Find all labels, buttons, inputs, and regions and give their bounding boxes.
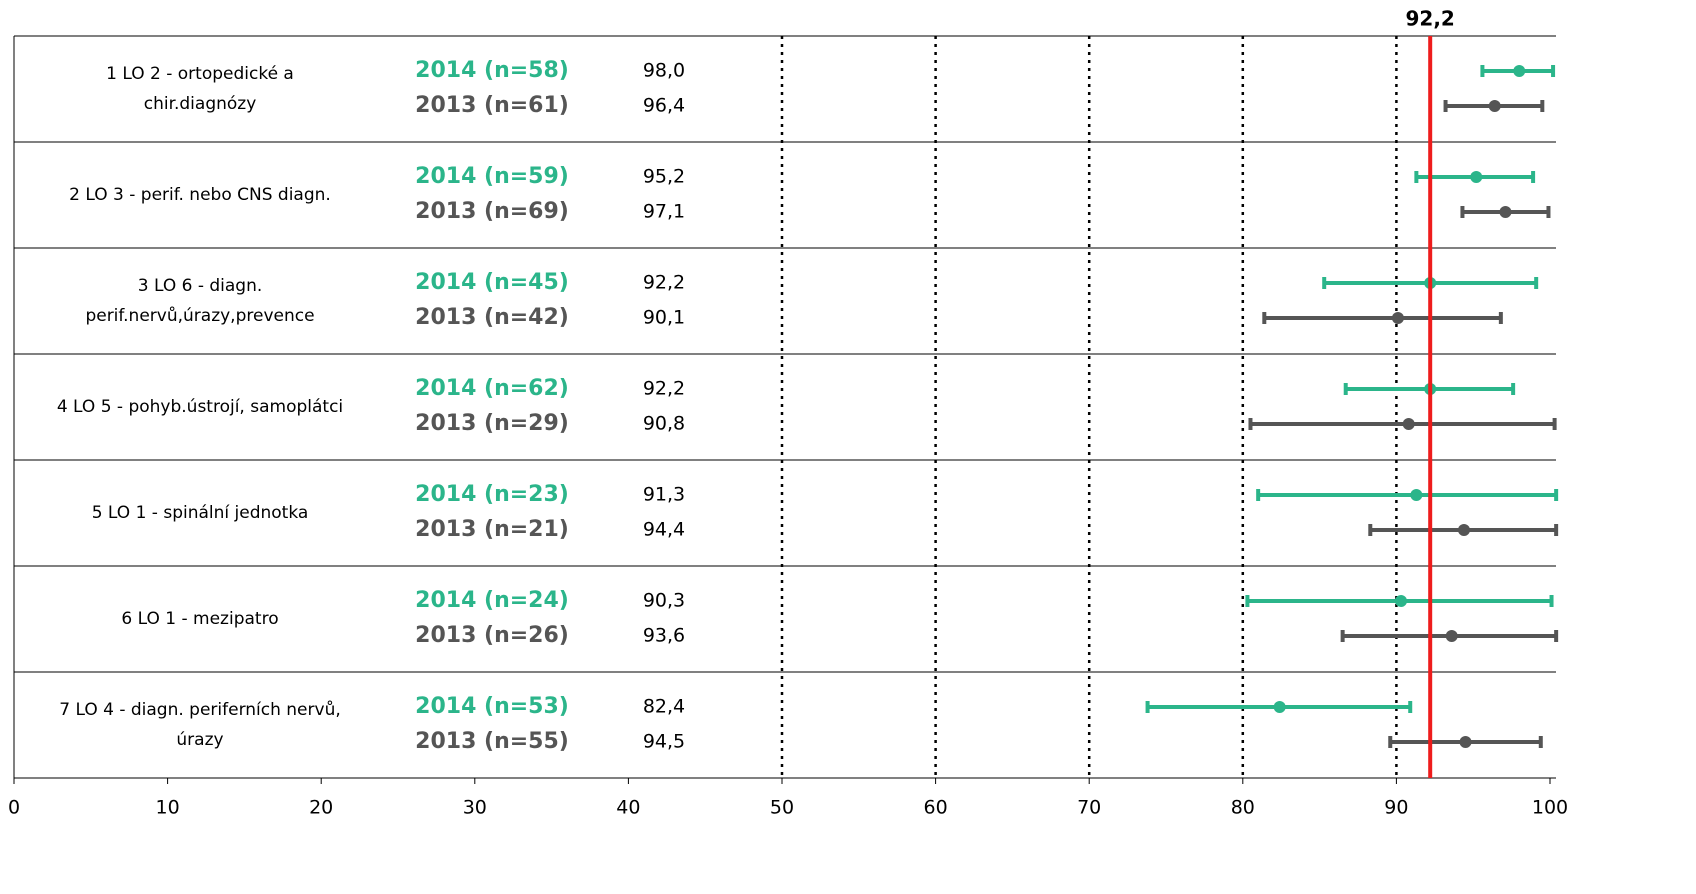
- series-name: 2013 (n=55): [415, 729, 569, 754]
- value-label: 82,4: [643, 696, 685, 718]
- row-label: perif.nervů,úrazy,prevence: [85, 306, 314, 326]
- series-name: 2013 (n=29): [415, 411, 569, 436]
- value-label: 90,3: [643, 590, 685, 612]
- series-name: 2013 (n=21): [415, 517, 569, 542]
- series-name: 2014 (n=58): [415, 58, 569, 83]
- point: [1499, 206, 1512, 218]
- point: [1513, 65, 1526, 77]
- x-tick-label: 40: [616, 797, 640, 819]
- x-tick-label: 90: [1384, 797, 1408, 819]
- series-name: 2014 (n=53): [415, 694, 569, 719]
- row-label: 3 LO 6 - diagn.: [138, 276, 263, 296]
- series-name: 2014 (n=24): [415, 588, 569, 613]
- value-label: 96,4: [643, 95, 685, 117]
- series-name: 2014 (n=62): [415, 376, 569, 401]
- x-tick-label: 20: [309, 797, 333, 819]
- value-label: 97,1: [643, 201, 685, 223]
- point: [1470, 171, 1483, 183]
- value-label: 90,1: [643, 307, 685, 329]
- series-name: 2013 (n=69): [415, 199, 569, 224]
- point: [1488, 100, 1501, 112]
- value-label: 91,3: [643, 484, 685, 506]
- series-name: 2014 (n=45): [415, 270, 569, 295]
- series-name: 2013 (n=42): [415, 305, 569, 330]
- series-name: 2013 (n=26): [415, 623, 569, 648]
- point: [1391, 312, 1404, 324]
- value-label: 95,2: [643, 166, 685, 188]
- x-tick-label: 80: [1231, 797, 1255, 819]
- value-label: 94,4: [643, 519, 685, 541]
- point: [1410, 489, 1423, 501]
- value-label: 90,8: [643, 413, 685, 435]
- reference-label: 92,2: [1406, 7, 1455, 31]
- row-label: 5 LO 1 - spinální jednotka: [92, 503, 309, 523]
- x-tick-label: 50: [770, 797, 794, 819]
- row-label: úrazy: [176, 730, 223, 750]
- x-tick-label: 70: [1077, 797, 1101, 819]
- point: [1273, 701, 1286, 713]
- value-label: 98,0: [643, 60, 685, 82]
- row-label: 6 LO 1 - mezipatro: [121, 609, 278, 629]
- value-label: 93,6: [643, 625, 685, 647]
- value-label: 92,2: [643, 378, 685, 400]
- x-tick-label: 0: [8, 797, 20, 819]
- series-name: 2014 (n=23): [415, 482, 569, 507]
- point: [1457, 524, 1470, 536]
- series-name: 2013 (n=61): [415, 93, 569, 118]
- row-label: chir.diagnózy: [144, 94, 257, 114]
- x-tick-label: 100: [1532, 797, 1568, 819]
- row-label: 2 LO 3 - perif. nebo CNS diagn.: [69, 185, 331, 205]
- point: [1395, 595, 1408, 607]
- series-name: 2014 (n=59): [415, 164, 569, 189]
- row-label: 4 LO 5 - pohyb.ústrojí, samoplátci: [57, 397, 343, 417]
- row-label: 7 LO 4 - diagn. periferních nervů,: [59, 700, 341, 720]
- value-label: 94,5: [643, 731, 685, 753]
- point: [1445, 630, 1458, 642]
- row-label: 1 LO 2 - ortopedické a: [106, 64, 294, 84]
- x-tick-label: 60: [924, 797, 948, 819]
- point: [1402, 418, 1415, 430]
- value-label: 92,2: [643, 272, 685, 294]
- x-tick-label: 30: [463, 797, 487, 819]
- point: [1459, 736, 1472, 748]
- x-tick-label: 10: [156, 797, 180, 819]
